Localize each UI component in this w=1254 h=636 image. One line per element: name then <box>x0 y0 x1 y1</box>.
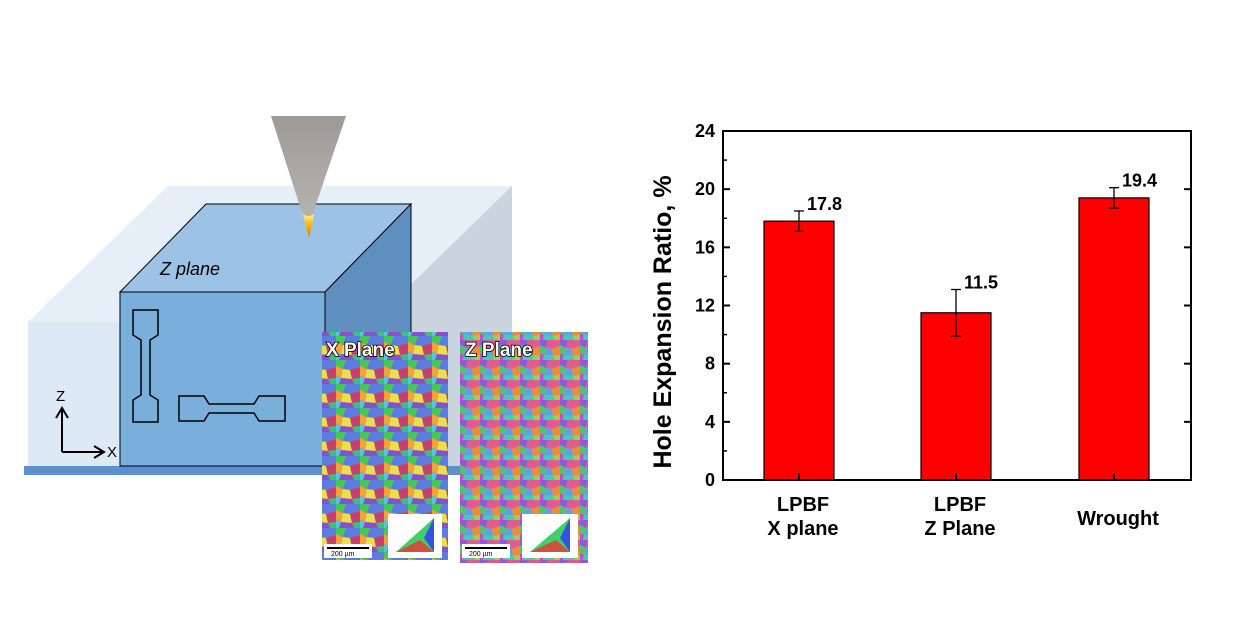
axis-x-label: X <box>107 444 117 461</box>
scale-bar-label-z: 200 µm <box>469 551 493 558</box>
bar-1 <box>763 220 835 481</box>
x-tick-label-line: Wrought <box>1077 508 1159 530</box>
y-tick-label-24: 24 <box>695 121 715 141</box>
value-label-2: 11.5 <box>964 273 998 293</box>
ebsd-map-x-plane <box>322 332 448 560</box>
bar-3 <box>1078 197 1150 481</box>
vertical-dogbone-specimen <box>132 309 159 423</box>
melt-flame <box>303 214 314 238</box>
value-label-1: 17.8 <box>807 194 842 214</box>
x-tick-label-line: LPBF <box>777 494 829 516</box>
coordinate-axes <box>55 406 106 459</box>
laser-beam <box>271 116 346 222</box>
y-tick-label-8: 8 <box>705 354 715 374</box>
y-tick-label-4: 4 <box>705 412 715 432</box>
x-tick-label-1: LPBF X plane <box>767 494 838 540</box>
y-tick-label-16: 16 <box>695 237 715 257</box>
y-tick-label-0: 0 <box>705 470 715 490</box>
x-tick-label-3: Wrought <box>1077 508 1159 530</box>
scale-bar-label-x: 200 µm <box>331 551 355 558</box>
printing-schematic: Z plane Z X X Plane 200 µm Z Plane 200 µ… <box>24 116 588 563</box>
y-axis-title: Hole Expansion Ratio, % <box>649 175 677 468</box>
ebsd-z-plane-label: Z Plane <box>465 340 533 361</box>
x-tick-label-line: X plane <box>767 518 838 540</box>
ebsd-x-plane-label: X Plane <box>326 340 395 361</box>
bar-2 <box>920 312 992 481</box>
x-tick-label-line: Z Plane <box>924 518 995 540</box>
z-plane-label: Z plane <box>159 259 220 279</box>
x-tick-label-2: LPBF Z Plane <box>924 494 995 540</box>
y-tick-label-12: 12 <box>695 296 715 316</box>
y-tick-label-20: 20 <box>695 179 715 199</box>
horizontal-dogbone-specimen <box>178 395 286 422</box>
value-label-3: 19.4 <box>1122 171 1157 191</box>
axis-z-label: Z <box>56 388 65 405</box>
ebsd-map-z-plane <box>460 332 588 563</box>
x-tick-label-line: LPBF <box>934 494 986 516</box>
